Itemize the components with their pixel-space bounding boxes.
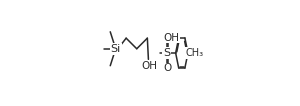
- Text: OH: OH: [163, 33, 179, 43]
- Text: OH: OH: [142, 61, 158, 71]
- Text: Si: Si: [110, 44, 121, 54]
- Text: CH₃: CH₃: [185, 48, 203, 58]
- Text: S: S: [163, 48, 170, 58]
- Text: O: O: [164, 63, 172, 73]
